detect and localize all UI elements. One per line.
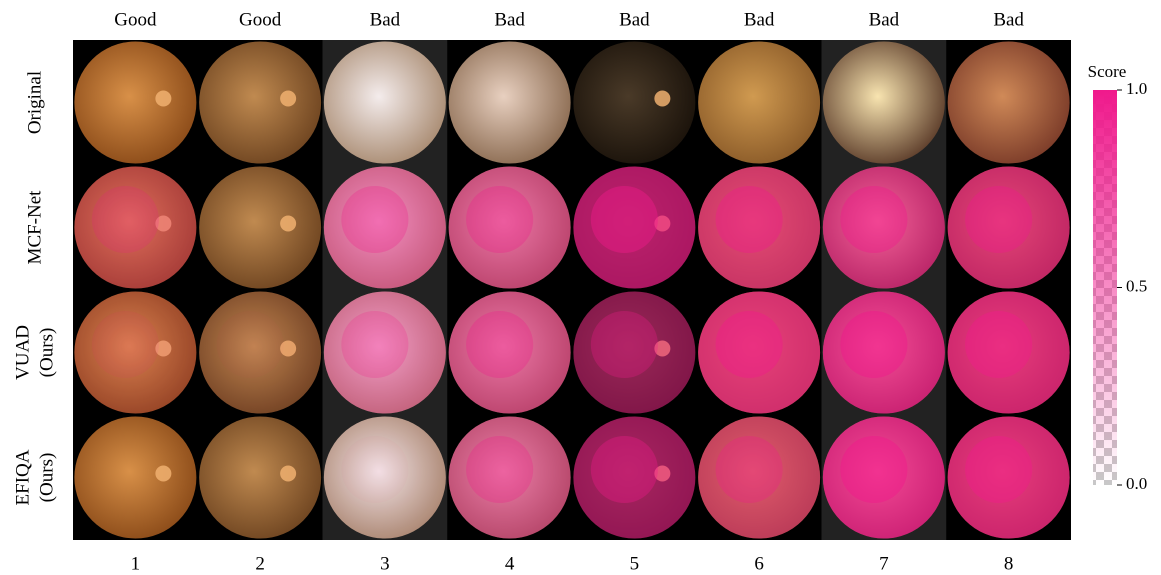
score-overlay-blob (591, 186, 658, 253)
column-number: 5 (630, 553, 640, 574)
score-overlay-blob (716, 186, 783, 253)
colorbar-tick-label: 0.5 (1126, 276, 1147, 295)
column-number: 3 (380, 553, 390, 574)
column-header: Bad (869, 9, 900, 30)
column-header: Good (114, 9, 157, 30)
score-overlay-blob (341, 436, 408, 503)
fundus-image (823, 42, 945, 164)
colorbar-tick-label: 1.0 (1126, 79, 1147, 98)
score-overlay-blob (840, 186, 907, 253)
optic-disc (654, 91, 670, 107)
column-header: Bad (619, 9, 650, 30)
score-overlay-blob (466, 436, 533, 503)
optic-disc (280, 216, 296, 232)
score-overlay-blob (217, 311, 284, 378)
score-overlay-blob (716, 311, 783, 378)
row-label: Original (24, 71, 45, 134)
score-overlay-blob (92, 186, 159, 253)
fundus-image (948, 42, 1070, 164)
colorbar-title: Score (1088, 62, 1127, 81)
figure: Score Good 1 Good 2 Bad 3 Bad 4 Bad 5 Bad 6 Bad 7 Bad 8… (0, 0, 1161, 575)
fundus-image (324, 42, 446, 164)
score-overlay-blob (591, 436, 658, 503)
optic-disc (280, 91, 296, 107)
score-overlay-blob (840, 436, 907, 503)
column-header: Bad (744, 9, 775, 30)
row-label: MCF-Net (24, 190, 45, 265)
fundus-image (698, 42, 820, 164)
column-number: 4 (505, 553, 515, 574)
score-overlay-blob (965, 436, 1032, 503)
column-number: 2 (255, 553, 265, 574)
column-number: 1 (131, 553, 141, 574)
column-header: Bad (993, 9, 1024, 30)
score-overlay-blob (716, 436, 783, 503)
optic-disc (155, 466, 171, 482)
fundus-image (199, 417, 321, 539)
fundus-image (74, 42, 196, 164)
optic-disc (155, 91, 171, 107)
score-overlay-blob (591, 311, 658, 378)
score-overlay-blob (965, 186, 1032, 253)
column-number: 7 (879, 553, 889, 574)
score-overlay-blob (341, 311, 408, 378)
score-overlay-blob (466, 186, 533, 253)
score-overlay-blob (466, 311, 533, 378)
row-label: VUAD (12, 325, 33, 380)
row-label: EFIQA (12, 449, 33, 505)
column-header: Good (239, 9, 282, 30)
optic-disc (280, 466, 296, 482)
score-overlay-blob (965, 311, 1032, 378)
colorbar (1093, 90, 1117, 485)
column-number: 8 (1004, 553, 1014, 574)
column-header: Bad (370, 9, 401, 30)
fundus-image (573, 42, 695, 164)
row-label: (Ours) (36, 328, 57, 378)
fundus-image (199, 42, 321, 164)
column-header: Bad (494, 9, 525, 30)
fundus-image (199, 167, 321, 289)
score-overlay-blob (341, 186, 408, 253)
column-number: 6 (754, 553, 764, 574)
score-overlay-blob (92, 311, 159, 378)
row-label: (Ours) (36, 453, 57, 503)
colorbar-tick-label: 0.0 (1126, 474, 1147, 493)
fundus-image (449, 42, 571, 164)
fundus-image (74, 417, 196, 539)
score-overlay-blob (840, 311, 907, 378)
